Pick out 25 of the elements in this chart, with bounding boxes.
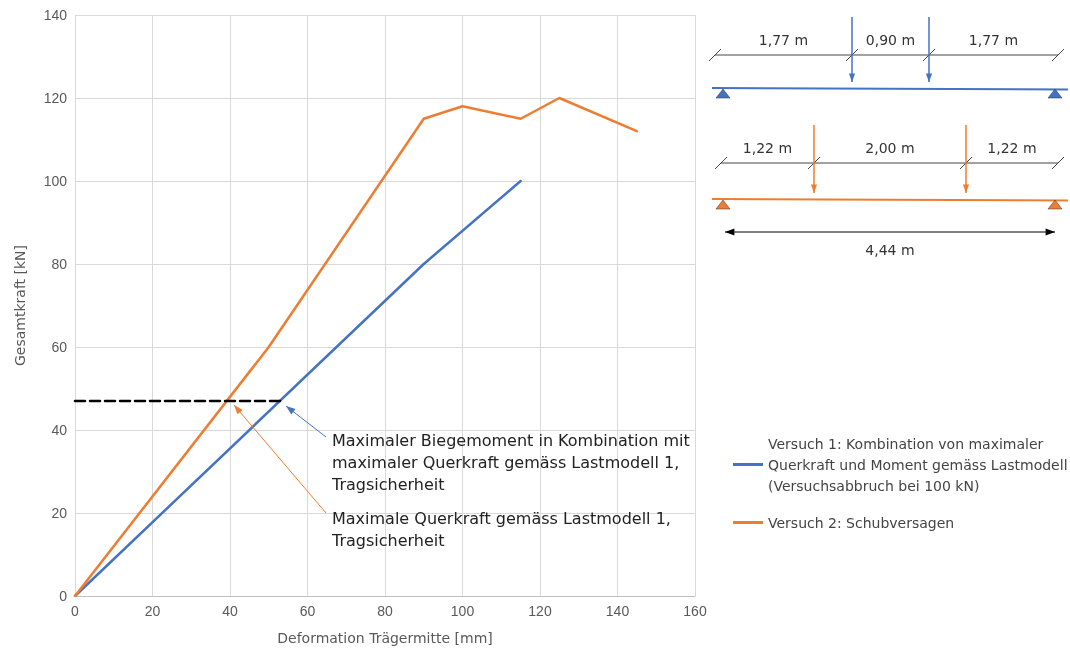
legend-label: Versuch 2: Schubversagen xyxy=(768,514,955,531)
beam-diagram: 1,77 m 0,90 m 1,77 m xyxy=(708,16,1069,99)
x-tick-label: 0 xyxy=(71,603,80,619)
y-tick-label: 40 xyxy=(51,422,68,438)
beam-diagram: 1,22 m 2,00 m 1,22 m xyxy=(711,124,1069,210)
x-tick-label: 100 xyxy=(450,603,475,619)
y-tick-label: 120 xyxy=(43,90,68,106)
y-axis-title: Gesamtkraft [kN] xyxy=(12,244,28,367)
x-axis-title: Deformation Trägermitte [mm] xyxy=(277,630,493,646)
x-tick-label: 20 xyxy=(144,603,161,619)
x-tick-label: 80 xyxy=(377,603,393,619)
x-tick-label: 120 xyxy=(528,603,552,619)
y-tick-label: 80 xyxy=(51,256,68,272)
y-tick-label: 20 xyxy=(51,505,68,521)
y-tick-label: 100 xyxy=(43,173,68,189)
annotation: Maximale Querkraft gemäss Lastmodell 1, Tragsicherheit xyxy=(332,508,672,552)
x-tick-label: 160 xyxy=(683,603,707,619)
annotation: Maximaler Biegemoment in Kombination mit maximaler Querkraft gemäss Lastmodell 1, Tragsicherheit xyxy=(332,430,691,496)
x-tick-label: 140 xyxy=(605,603,630,619)
y-tick-label: 60 xyxy=(51,339,68,355)
x-tick-label: 40 xyxy=(222,603,238,619)
x-tick-label: 60 xyxy=(299,603,316,619)
y-tick-label: 0 xyxy=(59,588,68,604)
legend-label: Versuch 1: Kombination von maximaler Querkraft und Moment gemäss Lastmodell (Versuchsabbruch bei 100 kN) xyxy=(768,435,1070,494)
y-tick-label: 140 xyxy=(43,7,68,23)
